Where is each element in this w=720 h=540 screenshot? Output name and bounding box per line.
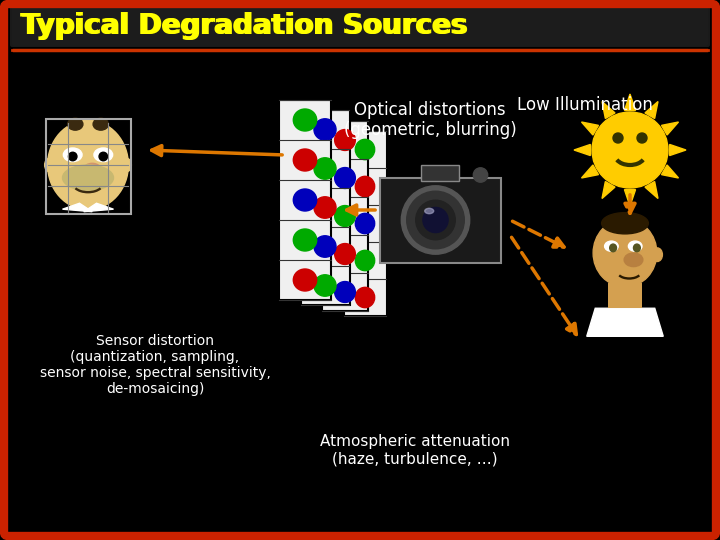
Ellipse shape (293, 229, 317, 251)
Ellipse shape (45, 158, 55, 172)
Ellipse shape (293, 189, 317, 211)
Ellipse shape (356, 213, 374, 234)
Ellipse shape (94, 148, 112, 161)
Ellipse shape (63, 165, 114, 191)
Ellipse shape (93, 118, 109, 130)
Ellipse shape (293, 109, 317, 131)
Ellipse shape (652, 248, 662, 261)
Ellipse shape (624, 253, 643, 267)
Ellipse shape (335, 206, 356, 226)
Text: Typical Degradation Sources: Typical Degradation Sources (20, 12, 467, 40)
Polygon shape (662, 165, 678, 178)
Circle shape (415, 200, 455, 240)
Ellipse shape (314, 275, 336, 296)
Ellipse shape (605, 241, 618, 251)
Ellipse shape (48, 120, 128, 210)
Text: Sensor distortion
(quantization, sampling,
sensor noise, spectral sensitivity,
d: Sensor distortion (quantization, samplin… (40, 334, 271, 396)
Circle shape (613, 133, 623, 143)
FancyBboxPatch shape (12, 6, 708, 46)
FancyBboxPatch shape (322, 121, 368, 311)
Polygon shape (624, 190, 636, 206)
Ellipse shape (99, 152, 107, 161)
Polygon shape (582, 122, 598, 135)
Ellipse shape (629, 241, 642, 251)
Ellipse shape (602, 213, 649, 234)
FancyBboxPatch shape (10, 5, 710, 47)
Polygon shape (63, 203, 92, 212)
Ellipse shape (63, 148, 82, 161)
Ellipse shape (593, 219, 657, 287)
Ellipse shape (335, 130, 356, 151)
Ellipse shape (121, 158, 131, 172)
Polygon shape (587, 308, 663, 336)
Ellipse shape (425, 208, 433, 214)
Polygon shape (602, 181, 615, 199)
Text: Atmospheric attenuation
(haze, turbulence, …): Atmospheric attenuation (haze, turbulenc… (320, 434, 510, 466)
FancyBboxPatch shape (344, 131, 387, 316)
FancyBboxPatch shape (421, 165, 459, 180)
Polygon shape (574, 144, 590, 156)
FancyBboxPatch shape (279, 100, 331, 300)
Text: Low Illumination: Low Illumination (517, 96, 653, 114)
Polygon shape (645, 181, 658, 199)
Circle shape (592, 112, 668, 188)
FancyBboxPatch shape (301, 110, 350, 305)
Ellipse shape (356, 177, 374, 197)
Ellipse shape (314, 119, 336, 140)
Ellipse shape (335, 244, 356, 265)
Ellipse shape (314, 236, 336, 257)
Ellipse shape (293, 269, 317, 291)
Polygon shape (602, 102, 615, 118)
Ellipse shape (84, 163, 101, 175)
Circle shape (473, 168, 487, 182)
Ellipse shape (634, 244, 640, 252)
Ellipse shape (356, 139, 374, 160)
Ellipse shape (293, 149, 317, 171)
Ellipse shape (335, 167, 356, 188)
FancyBboxPatch shape (608, 283, 642, 308)
Ellipse shape (356, 287, 374, 308)
Polygon shape (582, 165, 598, 178)
Polygon shape (670, 144, 686, 156)
Text: Optical distortions
(geometric, blurring): Optical distortions (geometric, blurring… (343, 100, 516, 139)
Polygon shape (645, 102, 658, 118)
Circle shape (637, 133, 647, 143)
Ellipse shape (356, 251, 374, 271)
Ellipse shape (314, 197, 336, 218)
Circle shape (423, 207, 448, 233)
Circle shape (407, 191, 464, 249)
Ellipse shape (610, 244, 616, 252)
Circle shape (401, 186, 469, 254)
Text: Typical Degradation Sources: Typical Degradation Sources (22, 12, 469, 40)
Ellipse shape (68, 152, 77, 161)
Ellipse shape (335, 281, 356, 302)
Polygon shape (84, 203, 114, 212)
Polygon shape (662, 122, 678, 135)
Ellipse shape (314, 158, 336, 179)
Polygon shape (624, 94, 636, 110)
Ellipse shape (68, 118, 83, 130)
FancyBboxPatch shape (379, 178, 500, 262)
